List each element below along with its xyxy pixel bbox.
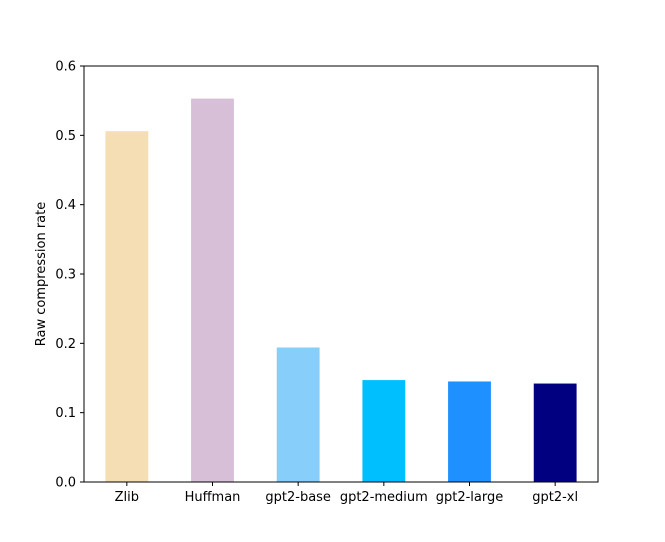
- bars: [105, 98, 577, 482]
- x-axis: Zlib Huffman gpt2-base gpt2-medium gpt2-larg…: [115, 482, 578, 505]
- y-tick-label: 0.0: [55, 476, 76, 491]
- y-tick-label: 0.4: [55, 198, 76, 213]
- x-tick-label: gpt2-base: [265, 490, 331, 505]
- x-tick-label: gpt2-large: [436, 490, 504, 505]
- bar-gpt2-medium: [362, 380, 406, 482]
- x-tick-label: Huffman: [185, 490, 241, 505]
- x-tick-label: gpt2-medium: [340, 490, 428, 505]
- y-tick-label: 0.2: [55, 337, 76, 352]
- bar-gpt2-xl: [533, 383, 577, 482]
- y-axis: 0.0 0.1 0.2 0.3 0.4 0.5 0.6: [55, 60, 84, 491]
- y-axis-label: Raw compression rate: [34, 202, 49, 346]
- bar-gpt2-base: [276, 347, 320, 482]
- y-tick-label: 0.6: [55, 60, 76, 75]
- y-tick-label: 0.3: [55, 268, 76, 283]
- y-tick-label: 0.5: [55, 129, 76, 144]
- x-tick-label: Zlib: [115, 490, 139, 505]
- plot-frame: [83, 65, 599, 483]
- bar-gpt2-large: [448, 381, 491, 482]
- bar-zlib: [105, 131, 149, 482]
- y-tick-label: 0.1: [55, 406, 76, 421]
- x-tick-label: gpt2-xl: [532, 490, 578, 505]
- bar-huffman: [191, 98, 234, 482]
